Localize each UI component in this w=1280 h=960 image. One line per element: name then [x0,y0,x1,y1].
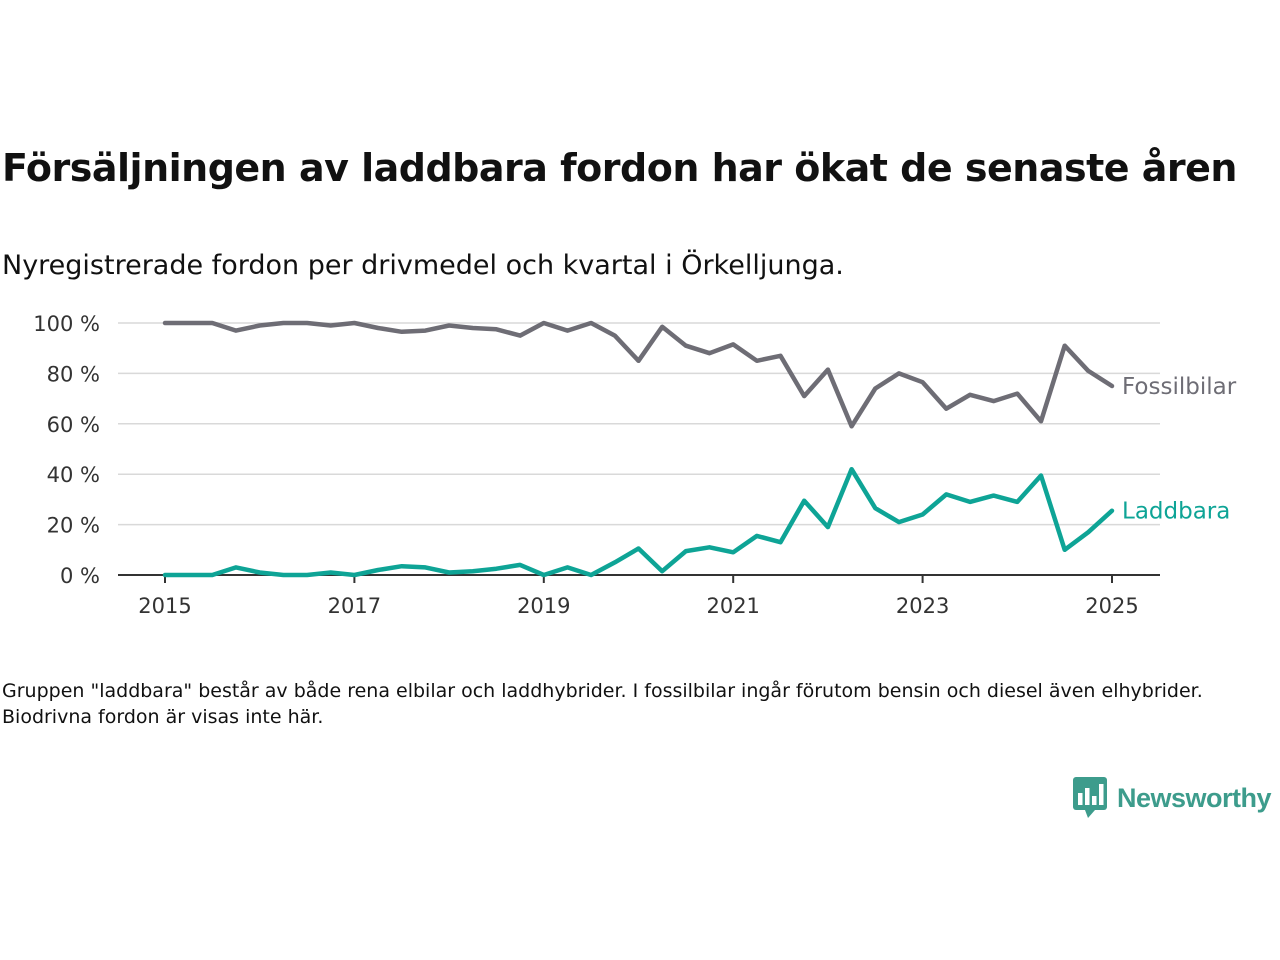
series-line-laddbara [162,466,1115,578]
y-tick-label: 100 % [33,312,100,336]
chart-subtitle: Nyregistrerade fordon per drivmedel och … [2,250,844,281]
gridlines [118,322,1160,526]
series-lines [162,320,1115,578]
y-tick-label: 80 % [47,362,100,386]
y-tick-label: 40 % [47,463,100,487]
series-line-fossilbilar [162,320,1115,429]
series-label-laddbara: Laddbara [1122,499,1230,525]
x-tick-label: 2017 [328,594,381,618]
brand-logo[interactable]: Newsworthy [1073,776,1272,820]
y-tick-label: 20 % [47,514,100,538]
x-tick-label: 2019 [517,594,570,618]
axes: 0 % 20 % 40 % 60 % 80 % 100 % 2015 2017 2019 2021… [33,312,1160,618]
brand-name: Newsworthy [1117,782,1272,813]
newsworthy-logo-icon [1073,777,1107,818]
series-label-fossilbilar: Fossilbilar [1122,374,1237,400]
line-chart: 0 % 20 % 40 % 60 % 80 % 100 % 2015 2017 2019 2021… [33,312,1237,618]
y-tick-label: 0 % [60,564,100,588]
chart-title: Försäljningen av laddbara fordon har öka… [2,146,1237,190]
series-labels: Fossilbilar Laddbara [1122,374,1237,525]
x-tick-label: 2021 [706,594,759,618]
y-tick-label: 60 % [47,413,100,437]
x-tick-label: 2015 [138,594,191,618]
x-tick-label: 2025 [1085,594,1138,618]
footnote: Gruppen "laddbara" består av både rena e… [2,680,1203,728]
x-tick-label: 2023 [896,594,949,618]
